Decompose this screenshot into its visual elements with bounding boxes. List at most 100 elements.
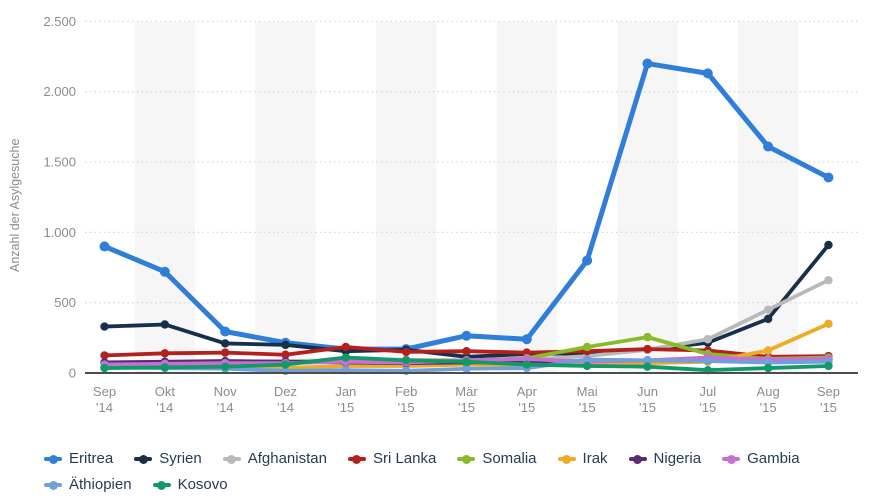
x-tick-label-year: '15 (760, 400, 777, 415)
stripe-band (134, 22, 195, 373)
y-tick-label: 2.500 (43, 14, 76, 29)
legend-line-marker-icon (222, 454, 241, 464)
y-tick-label: 2.000 (43, 84, 76, 99)
data-point-eritrea (461, 330, 472, 341)
data-point-kosovo (100, 363, 109, 373)
data-point-afghanistan (824, 275, 833, 285)
x-tick-label-month: Mär (455, 384, 478, 399)
chart-plot-area: 0 500 1.000 1.500 2.000 2.500 Anzahl der Asyl… (8, 14, 858, 415)
legend-label: Nigeria (653, 450, 702, 467)
legend-line-marker-icon (557, 454, 576, 464)
x-tick-label-month: Okt (155, 384, 176, 399)
series-line-eritrea (102, 61, 831, 352)
legend-line-marker-icon (628, 454, 647, 464)
data-point-sri-lanka (160, 349, 170, 358)
data-point-kosovo (220, 362, 230, 371)
series-lines (99, 58, 834, 376)
legend-item-gambia[interactable]: Gambia (722, 449, 800, 469)
legend-line-marker-icon (134, 454, 153, 464)
x-tick-label-year: '14 (96, 400, 113, 415)
stripe-band (617, 22, 678, 373)
legend-item-sri-lanka[interactable]: Sri Lanka (347, 449, 437, 469)
data-point-sri-lanka (341, 342, 351, 352)
data-point-eritrea (642, 58, 653, 69)
chart-legend: Eritrea Syrien Afghanistan Sri Lanka Somalia… (44, 449, 836, 495)
data-point-syrien (220, 339, 230, 348)
x-tick-label-month: Dez (274, 384, 297, 399)
x-tick-label-year: '15 (639, 400, 656, 415)
legend-line-marker-icon (457, 454, 476, 464)
x-tick-label-year: '15 (518, 400, 535, 415)
data-point-eritrea (702, 68, 713, 79)
data-point-syrien (100, 322, 109, 331)
legend-label: Syrien (159, 450, 202, 467)
legend-item-nigeria[interactable]: Nigeria (628, 449, 702, 469)
data-point-sri-lanka (401, 347, 411, 357)
legend-label: Somalia (482, 450, 537, 467)
data-point-eritrea (582, 255, 593, 266)
data-point-eritrea (99, 241, 110, 252)
legend-label: Gambia (747, 450, 800, 467)
x-tick-label-year: '15 (458, 400, 475, 415)
data-point-kosovo (281, 360, 290, 369)
legend-item-afghanistan[interactable]: Afghanistan (222, 449, 327, 469)
data-point-eritrea (220, 326, 231, 337)
data-point-kosovo (582, 361, 592, 371)
data-point-afghanistan (703, 335, 712, 344)
x-tick-label-month: Mai (577, 384, 598, 399)
legend-line-marker-icon (44, 480, 62, 490)
data-point--thiopien (643, 356, 652, 365)
data-point--thiopien (462, 364, 471, 373)
x-tick-label-month: Nov (214, 384, 238, 399)
horizontal-gridlines (85, 20, 858, 304)
data-point-somalia (643, 332, 652, 342)
data-point-kosovo (522, 360, 532, 369)
data-point-eritrea (159, 266, 170, 277)
data-point-kosovo (462, 357, 471, 366)
data-point-syrien (824, 240, 833, 250)
y-tick-label: 500 (54, 295, 76, 310)
data-point-irak (824, 319, 833, 328)
x-tick-label-year: '15 (337, 400, 354, 415)
data-point--thiopien (703, 356, 712, 366)
stripe-band (375, 22, 437, 373)
stripe-band (496, 22, 557, 373)
legend-label: Sri Lanka (372, 450, 437, 467)
legend-line-marker-icon (347, 454, 366, 464)
legend-item--thiopien[interactable]: Äthiopien (44, 475, 132, 495)
x-tick-label-month: Sep (93, 384, 116, 399)
legend-item-kosovo[interactable]: Kosovo (152, 475, 228, 495)
data-point-syrien (160, 320, 170, 329)
x-tick-label-month: Jun (637, 384, 658, 399)
data-point-eritrea (763, 141, 774, 152)
x-tick-label-year: '15 (820, 400, 837, 415)
legend-item-eritrea[interactable]: Eritrea (44, 449, 113, 469)
data-point-sri-lanka (220, 348, 230, 357)
x-tick-label-month: Aug (757, 384, 780, 399)
x-axis-tick-labels: Sep'14Okt'14Nov'14Dez'14Jan'15Feb'15Mär'… (93, 384, 840, 415)
legend-item-irak[interactable]: Irak (557, 449, 608, 469)
data-point-eritrea (823, 172, 834, 183)
stripe-band (737, 22, 799, 373)
legend-label: Irak (582, 450, 608, 467)
data-point-afghanistan (763, 305, 773, 314)
data-point-syrien (763, 314, 773, 324)
x-tick-label-month: Feb (395, 384, 417, 399)
y-tick-label: 1.500 (43, 155, 76, 170)
x-tick-label-year: '14 (277, 400, 294, 415)
legend-line-marker-icon (44, 454, 62, 464)
legend-item-syrien[interactable]: Syrien (134, 449, 202, 469)
x-tick-label-month: Apr (517, 384, 538, 399)
legend-item-somalia[interactable]: Somalia (457, 449, 537, 469)
y-tick-label: 1.000 (43, 225, 76, 240)
y-axis-tick-labels: 0 500 1.000 1.500 2.000 2.500 (43, 14, 76, 381)
data-point-somalia (582, 342, 592, 352)
legend-label: Afghanistan (247, 450, 327, 467)
legend-line-marker-icon (722, 454, 741, 464)
data-point-kosovo (763, 363, 773, 373)
x-tick-label-year: '15 (579, 400, 596, 415)
data-point-sri-lanka (643, 344, 652, 354)
month-stripe-bands (134, 22, 799, 373)
data-point-sri-lanka (281, 350, 290, 359)
y-axis-title: Anzahl der Asylgesuche (8, 139, 22, 272)
